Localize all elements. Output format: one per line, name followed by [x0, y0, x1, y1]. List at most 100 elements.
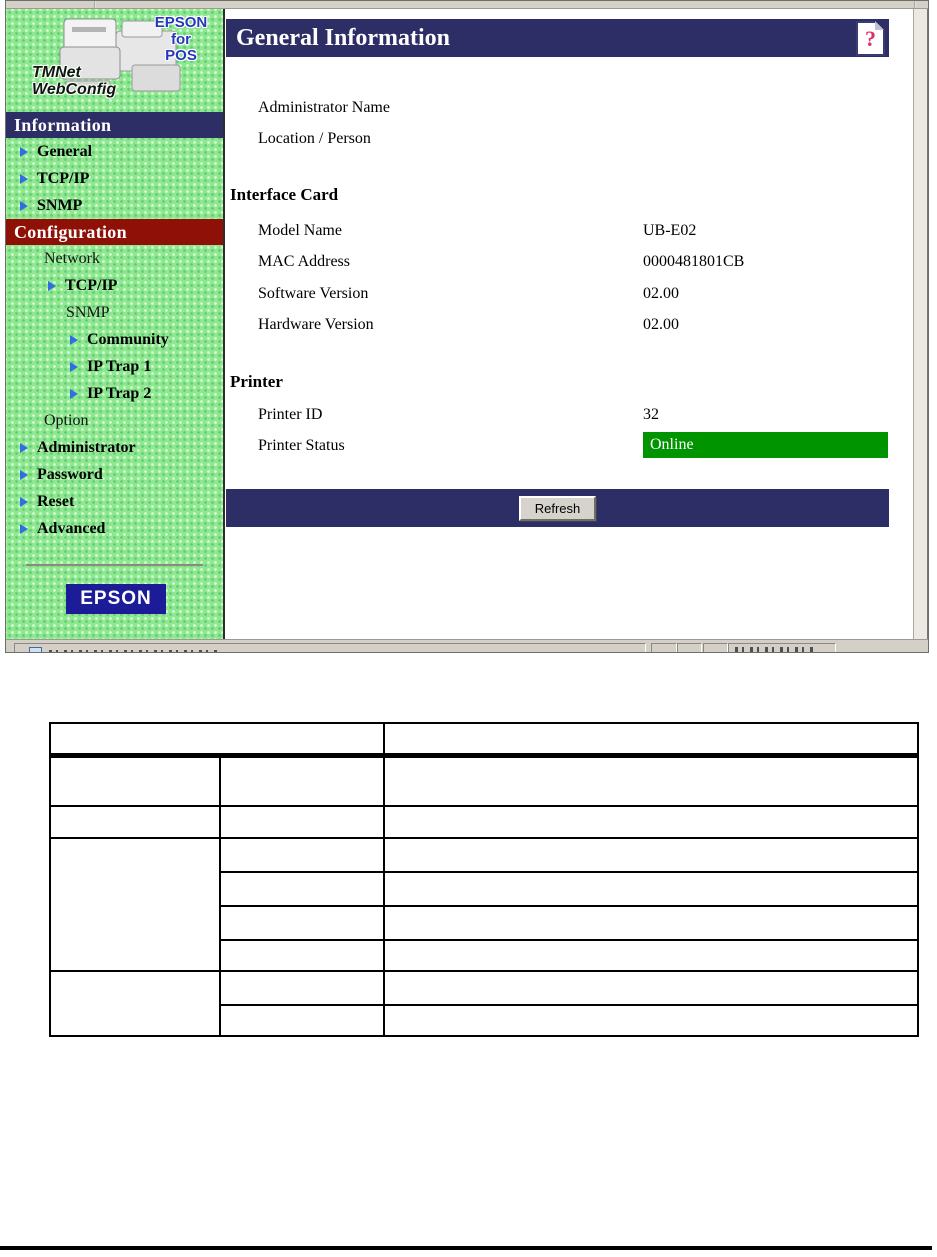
sidebar-item-advanced[interactable]: Advanced	[6, 515, 223, 542]
pos-printers-illustration-icon	[59, 18, 181, 94]
sidebar-group-label: Option	[44, 411, 89, 429]
page-footer-rule	[0, 1246, 932, 1250]
field-value-hardware-version: 02.00	[643, 316, 679, 333]
bullet-arrow-icon	[70, 334, 78, 345]
sidebar-logo-area: EPSON for POS TMNet WebConfig	[6, 9, 223, 112]
help-icon[interactable]: ?	[856, 20, 885, 56]
field-value-model-name: UB-E02	[643, 222, 697, 239]
logo-pos-text: POS	[165, 47, 197, 64]
question-glyph: ?	[865, 26, 876, 51]
table-cell	[219, 939, 385, 972]
toolbar-divider	[94, 1, 96, 8]
field-label-mac-address: MAC Address	[258, 253, 351, 270]
tmnet-webconfig-logo: TMNet WebConfig	[32, 64, 117, 99]
table-cell	[383, 805, 919, 839]
sidebar-item-reset[interactable]: Reset	[6, 488, 223, 515]
section-heading-printer: Printer	[230, 372, 283, 391]
sidebar-group-network: Network	[6, 245, 223, 272]
sidebar-divider	[26, 564, 203, 566]
bullet-arrow-icon	[48, 280, 56, 291]
sidebar-section-configuration: Configuration	[6, 219, 223, 245]
page-title: General Information	[236, 24, 450, 51]
bullet-arrow-icon	[20, 496, 28, 507]
sidebar-group-label: SNMP	[66, 303, 110, 321]
table-cell	[219, 837, 385, 873]
table-cell	[219, 1004, 385, 1037]
printer-status-badge: Online	[643, 432, 888, 458]
refresh-button[interactable]: Refresh	[518, 495, 597, 521]
dogear-corner	[875, 20, 885, 31]
browser-chrome-top-sliver	[6, 1, 928, 9]
table-cell	[49, 837, 221, 972]
sidebar-item-label: IP Trap 1	[87, 357, 152, 375]
field-label-printer-id: Printer ID	[258, 406, 323, 423]
table-cell	[383, 837, 919, 873]
status-pane	[728, 643, 836, 652]
sidebar-item-administrator[interactable]: Administrator	[6, 434, 223, 461]
document-table	[49, 722, 919, 1037]
sidebar-item-tcpip-config[interactable]: TCP/IP	[6, 272, 223, 299]
status-pane	[14, 643, 646, 652]
status-text-remnant	[735, 647, 815, 652]
table-cell	[219, 754, 385, 807]
table-cell	[49, 970, 221, 1037]
field-label-location-person: Location / Person	[258, 130, 371, 147]
sidebar: EPSON for POS TMNet WebConfig Informatio…	[6, 9, 225, 639]
field-label-model-name: Model Name	[258, 222, 342, 239]
sidebar-item-password[interactable]: Password	[6, 461, 223, 488]
table-cell	[219, 805, 385, 839]
sidebar-item-label: General	[37, 142, 93, 160]
toolbar-divider	[914, 1, 916, 8]
field-label-administrator-name: Administrator Name	[258, 99, 390, 116]
sidebar-item-snmp-info[interactable]: SNMP	[6, 192, 223, 219]
browser-status-bar	[6, 639, 928, 652]
main-content: General Information ? Administrator Name…	[225, 9, 913, 639]
table-cell	[219, 970, 385, 1006]
section-heading-interface-card: Interface Card	[230, 185, 339, 204]
table-cell	[383, 939, 919, 972]
table-cell	[219, 905, 385, 941]
table-cell	[383, 970, 919, 1006]
table-header-cell	[49, 722, 385, 758]
sidebar-item-label: Administrator	[37, 438, 136, 456]
bullet-arrow-icon	[20, 200, 28, 211]
table-header-cell	[383, 722, 919, 758]
logo-for-text: for	[171, 30, 191, 48]
table-cell	[49, 754, 221, 807]
sidebar-item-ip-trap-1[interactable]: IP Trap 1	[6, 353, 223, 380]
sidebar-item-label: Community	[87, 330, 169, 348]
field-value-printer-id: 32	[643, 406, 659, 423]
sidebar-item-general[interactable]: General	[6, 138, 223, 165]
bullet-arrow-icon	[20, 146, 28, 157]
logo-epson-text: EPSON	[154, 14, 208, 31]
sidebar-item-label: Password	[37, 465, 103, 483]
status-pane	[703, 643, 728, 652]
bullet-arrow-icon	[20, 173, 28, 184]
sidebar-item-label: SNMP	[37, 196, 83, 214]
bullet-arrow-icon	[20, 442, 28, 453]
sidebar-item-label: TCP/IP	[37, 169, 90, 187]
field-label-printer-status: Printer Status	[258, 437, 345, 454]
sidebar-group-snmp-config: SNMP	[6, 299, 223, 326]
sidebar-item-label: TCP/IP	[65, 276, 118, 294]
table-cell	[383, 905, 919, 941]
sidebar-item-tcpip-info[interactable]: TCP/IP	[6, 165, 223, 192]
status-document-icon	[29, 647, 42, 652]
page-title-bar: General Information ?	[226, 19, 889, 57]
bullet-arrow-icon	[70, 361, 78, 372]
sidebar-item-ip-trap-2[interactable]: IP Trap 2	[6, 380, 223, 407]
bullet-arrow-icon	[70, 388, 78, 399]
sidebar-item-label: IP Trap 2	[87, 384, 152, 402]
browser-window: EPSON for POS TMNet WebConfig Informatio…	[5, 0, 929, 653]
field-value-mac-address: 0000481801CB	[643, 253, 745, 270]
window-right-border-strip	[913, 9, 928, 639]
sidebar-item-label: Reset	[37, 492, 75, 510]
sidebar-group-label: Network	[44, 249, 100, 267]
sidebar-group-option: Option	[6, 407, 223, 434]
logo-webconfig-text: WebConfig	[32, 80, 117, 98]
bullet-arrow-icon	[20, 469, 28, 480]
refresh-button-bar: Refresh	[226, 489, 889, 527]
sidebar-item-community[interactable]: Community	[6, 326, 223, 353]
sidebar-section-information: Information	[6, 112, 223, 138]
epson-logo: EPSON	[66, 584, 166, 614]
